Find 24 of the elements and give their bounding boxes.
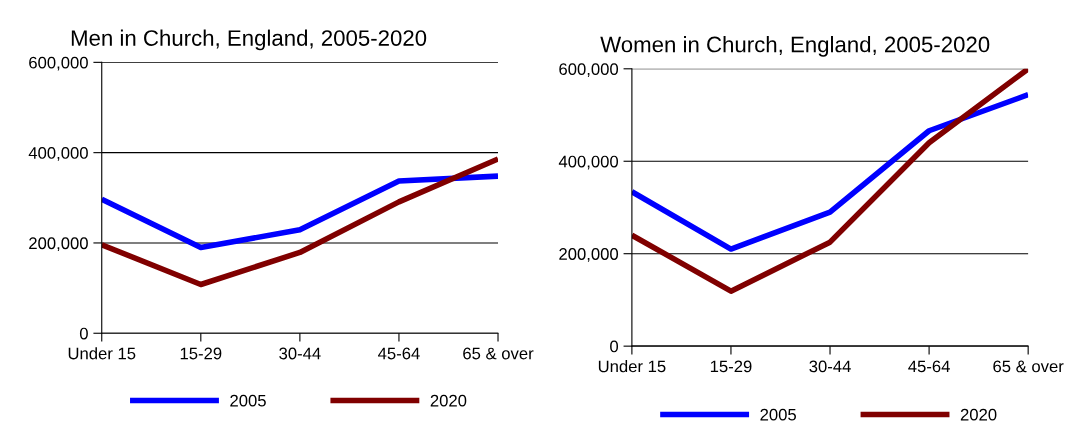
x-tick-label: Under 15 xyxy=(598,360,666,373)
x-tick-label: 65 & over xyxy=(463,347,534,360)
x-tick-label: 45-64 xyxy=(908,360,950,373)
x-tick-label: 30-44 xyxy=(279,347,321,360)
chart-title: Women in Church, England, 2005-2020 xyxy=(600,36,990,57)
y-tick-label: 600,000 xyxy=(29,56,88,71)
legend-label: 2005 xyxy=(230,394,266,407)
y-tick-label: 200,000 xyxy=(559,248,619,262)
y-tick-label: 0 xyxy=(610,340,619,353)
x-tick-label: 15-29 xyxy=(180,347,222,360)
y-tick-label: 400,000 xyxy=(558,155,619,170)
x-tick-label: 15-29 xyxy=(710,360,752,373)
legend-label: 2020 xyxy=(430,394,467,407)
x-tick-label: 45-64 xyxy=(378,347,420,360)
legend-label: 2020 xyxy=(960,408,997,421)
chart-title: Men in Church, England, 2005-2020 xyxy=(71,29,427,51)
y-tick-label: 400,000 xyxy=(28,147,88,161)
y-tick-label: 0 xyxy=(79,327,88,340)
x-tick-label: 30-44 xyxy=(809,360,851,373)
legend-label: 2005 xyxy=(760,408,796,421)
x-tick-label: 65 & over xyxy=(993,360,1064,373)
y-tick-label: 200,000 xyxy=(29,237,88,252)
x-tick-label: Under 15 xyxy=(68,347,136,360)
y-tick-label: 600,000 xyxy=(559,63,619,77)
